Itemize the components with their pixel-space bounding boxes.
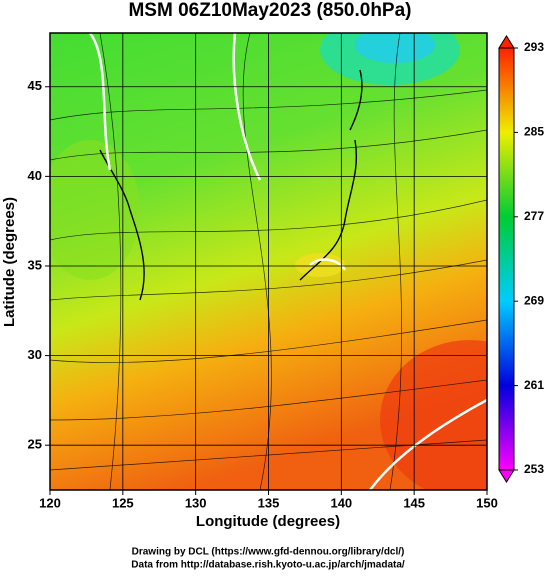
colorbar-arrow (498, 35, 515, 49)
credit: Drawing by DCL (https://www.gfd-dennou.o… (132, 547, 405, 558)
x-tick-label: 130 (185, 495, 207, 510)
x-tick-label: 135 (258, 495, 280, 510)
colorbar (498, 47, 515, 471)
y-tick-label: 45 (28, 78, 42, 93)
colorbar-tick-label: 285 (524, 125, 544, 139)
y-tick-label: 35 (28, 257, 42, 272)
colorbar-tick-label: 253 (524, 462, 544, 476)
x-tick-label: 125 (112, 495, 134, 510)
field (50, 33, 487, 490)
credit: Data from http://database.rish.kyoto-u.a… (131, 560, 405, 571)
colorbar-tick-label: 269 (524, 293, 544, 307)
x-tick-label: 140 (330, 495, 352, 510)
colorbar-tick-label: 293 (524, 40, 544, 54)
y-tick-label: 30 (28, 347, 42, 362)
y-tick-label: 40 (28, 168, 42, 183)
y-axis-label: Latitude (degrees) (1, 197, 18, 327)
x-tick-label: 150 (476, 495, 498, 510)
colorbar-arrow (498, 469, 515, 483)
x-axis-label: Longitude (degrees) (196, 513, 340, 530)
y-tick-label: 25 (28, 437, 42, 452)
x-tick-label: 120 (39, 495, 61, 510)
chart-title: MSM 06Z10May2023 (850.0hPa) (128, 0, 411, 21)
colorbar-tick-label: 277 (524, 209, 544, 223)
colorbar-tick-label: 261 (524, 378, 544, 392)
x-tick-label: 145 (403, 495, 425, 510)
